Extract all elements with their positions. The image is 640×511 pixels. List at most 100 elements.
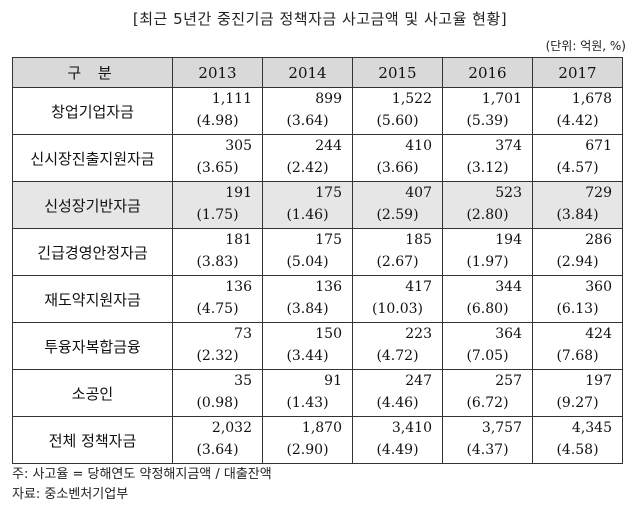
ratio-value: (4.57)	[556, 160, 599, 176]
ratio-value: (4.42)	[556, 113, 599, 129]
value-cell: 150 (3.44)	[262, 322, 353, 370]
value-cell: 247 (4.46)	[352, 369, 443, 417]
amount-value: 1,870	[301, 420, 342, 436]
value-cell: 4,345 (4.58)	[532, 416, 623, 464]
value-cell: 410 (3.66)	[352, 134, 443, 182]
ratio-value: (4.37)	[466, 442, 509, 458]
ratio-value: (1.75)	[196, 207, 239, 223]
amount-value: 3,757	[481, 420, 522, 436]
value-cell: 305 (3.65)	[172, 134, 263, 182]
amount-value: 360	[585, 279, 612, 295]
ratio-value: (4.72)	[376, 348, 419, 364]
ratio-value: (2.67)	[376, 254, 419, 270]
ratio-value: (4.49)	[376, 442, 419, 458]
value-cell: 257 (6.72)	[442, 369, 533, 417]
amount-value: 1,111	[211, 91, 252, 107]
table-row: 신성장기반자금 191 (1.75) 175 (1.46) 407 (2.59) 523 (2.…	[12, 181, 623, 229]
ratio-value: (4.98)	[196, 113, 239, 129]
ratio-value: (0.98)	[196, 395, 239, 411]
amount-value: 247	[405, 373, 432, 389]
amount-value: 424	[585, 326, 612, 342]
year-header: 2015	[352, 57, 443, 88]
accident-rate-table: 구 분 2013 2014 2015 2016 2017 창업기업자금 1,111…	[12, 57, 623, 464]
amount-value: 286	[585, 232, 612, 248]
ratio-value: (4.46)	[376, 395, 419, 411]
ratio-value: (10.03)	[371, 301, 423, 317]
amount-value: 175	[315, 232, 342, 248]
ratio-value: (5.60)	[376, 113, 419, 129]
amount-value: 150	[315, 326, 342, 342]
ratio-value: (2.42)	[286, 160, 329, 176]
ratio-value: (6.80)	[466, 301, 509, 317]
amount-value: 410	[405, 138, 432, 154]
ratio-value: (1.43)	[286, 395, 329, 411]
category-label: 신시장진출지원자금	[12, 134, 173, 182]
value-cell: 1,678 (4.42)	[532, 87, 623, 135]
amount-value: 4,345	[571, 420, 612, 436]
ratio-value: (7.68)	[556, 348, 599, 364]
value-cell: 136 (3.84)	[262, 275, 353, 323]
ratio-value: (4.75)	[196, 301, 239, 317]
table-row: 신시장진출지원자금 305 (3.65) 244 (2.42) 410 (3.66) 374 (…	[12, 134, 623, 182]
value-cell: 223 (4.72)	[352, 322, 443, 370]
value-cell: 136 (4.75)	[172, 275, 263, 323]
amount-value: 185	[405, 232, 432, 248]
table-title: [최근 5년간 중진기금 정책자금 사고금액 및 사고율 현황]	[132, 10, 508, 28]
category-label: 재도약지원자금	[12, 275, 173, 323]
value-cell: 3,410 (4.49)	[352, 416, 443, 464]
category-label: 투융자복합금융	[12, 322, 173, 370]
category-label: 신성장기반자금	[12, 181, 173, 229]
value-cell: 191 (1.75)	[172, 181, 263, 229]
ratio-value: (3.64)	[286, 113, 329, 129]
amount-value: 244	[315, 138, 342, 154]
ratio-value: (2.59)	[376, 207, 419, 223]
table-row: 긴급경영안정자금 181 (3.83) 175 (5.04) 185 (2.67) 194 (1…	[12, 228, 623, 276]
year-header: 2017	[532, 57, 623, 88]
ratio-value: (3.64)	[196, 442, 239, 458]
amount-value: 191	[225, 185, 252, 201]
value-cell: 91 (1.43)	[262, 369, 353, 417]
category-label: 창업기업자금	[12, 87, 173, 135]
row-label-header: 구 분	[12, 57, 173, 88]
category-label: 전체 정책자금	[12, 416, 173, 464]
value-cell: 73 (2.32)	[172, 322, 263, 370]
value-cell: 3,757 (4.37)	[442, 416, 533, 464]
table-row: 재도약지원자금 136 (4.75) 136 (3.84) 417 (10.03) 344 (6…	[12, 275, 623, 323]
value-cell: 286 (2.94)	[532, 228, 623, 276]
amount-value: 407	[405, 185, 432, 201]
ratio-value: (3.12)	[466, 160, 509, 176]
amount-value: 181	[225, 232, 252, 248]
ratio-value: (1.46)	[286, 207, 329, 223]
value-cell: 197 (9.27)	[532, 369, 623, 417]
value-cell: 1,522 (5.60)	[352, 87, 443, 135]
amount-value: 35	[234, 373, 252, 389]
value-cell: 1,111 (4.98)	[172, 87, 263, 135]
value-cell: 181 (3.83)	[172, 228, 263, 276]
value-cell: 185 (2.67)	[352, 228, 443, 276]
amount-value: 344	[495, 279, 522, 295]
ratio-value: (3.84)	[556, 207, 599, 223]
ratio-value: (3.84)	[286, 301, 329, 317]
amount-value: 523	[495, 185, 522, 201]
amount-value: 417	[405, 279, 432, 295]
value-cell: 374 (3.12)	[442, 134, 533, 182]
value-cell: 1,701 (5.39)	[442, 87, 533, 135]
value-cell: 244 (2.42)	[262, 134, 353, 182]
amount-value: 2,032	[211, 420, 252, 436]
amount-value: 729	[585, 185, 612, 201]
value-cell: 360 (6.13)	[532, 275, 623, 323]
amount-value: 374	[495, 138, 522, 154]
ratio-value: (2.80)	[466, 207, 509, 223]
year-header: 2016	[442, 57, 533, 88]
amount-value: 1,678	[571, 91, 612, 107]
year-header: 2014	[262, 57, 353, 88]
ratio-value: (2.32)	[196, 348, 239, 364]
value-cell: 729 (3.84)	[532, 181, 623, 229]
table-row: 투융자복합금융 73 (2.32) 150 (3.44) 223 (4.72) 364 (7.0…	[12, 322, 623, 370]
amount-value: 364	[495, 326, 522, 342]
ratio-value: (9.27)	[556, 395, 599, 411]
table-row: 창업기업자금 1,111 (4.98) 899 (3.64) 1,522 (5.60) 1,7…	[12, 87, 623, 135]
unit-label: (단위: 억원, %)	[545, 39, 626, 53]
ratio-value: (4.58)	[556, 442, 599, 458]
amount-value: 671	[585, 138, 612, 154]
